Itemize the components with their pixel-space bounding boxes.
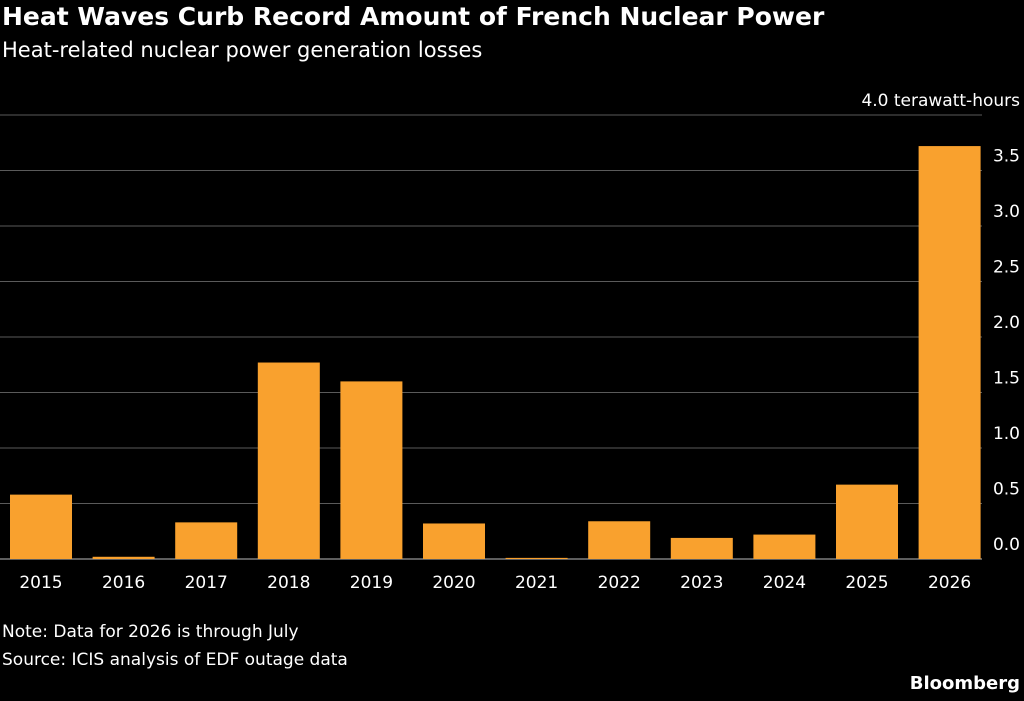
bar-2015 [10, 494, 72, 559]
y-axis-ticks: 0.0 0.5 1.0 1.5 2.0 2.5 3.0 3.5 [993, 147, 1020, 556]
bar-chart: 0.00.51.01.52.02.53.03.5 2015 2016 2017 201… [0, 91, 1020, 593]
x-tick-label: 2017 [185, 573, 228, 593]
x-tick-label: 2021 [515, 573, 558, 593]
chart-subtitle: Heat-related nuclear power generation lo… [2, 38, 483, 62]
x-tick-label: 2023 [680, 573, 723, 593]
bar-2017 [175, 522, 238, 559]
bar-2016 [92, 556, 155, 559]
bar-2025 [836, 484, 898, 559]
chart-note: Note: Data for 2026 is through July [2, 622, 299, 642]
x-tick-label: 2022 [598, 573, 641, 593]
y-axis-unit-label: 4.0 terawatt-hours [861, 91, 1020, 111]
x-tick-label: 2024 [763, 573, 806, 593]
bars [10, 146, 981, 559]
x-tick-label: 2020 [432, 573, 475, 593]
bar-2022 [588, 521, 651, 559]
bar-2023 [670, 537, 733, 559]
y-tick-label: 1.0 [993, 424, 1020, 444]
y-tick-label: 1.5 [993, 369, 1020, 389]
bar-2021 [505, 557, 568, 559]
bar-2020 [423, 523, 485, 559]
y-tick-label: 3.0 [993, 202, 1020, 222]
x-tick-label: 2018 [267, 573, 310, 593]
x-tick-label: 2026 [928, 573, 971, 593]
bloomberg-logo: Bloomberg [909, 673, 1020, 694]
chart-source: Source: ICIS analysis of EDF outage data [2, 650, 348, 670]
bar-2026 [918, 146, 981, 559]
chart-title: Heat Waves Curb Record Amount of French … [2, 2, 825, 31]
grid-lines [0, 114, 982, 560]
y-tick-label: 2.5 [993, 258, 1020, 278]
y-tick-label: 0.0 [993, 535, 1020, 555]
x-axis-ticks: 2015 2016 2017 2018 2019 2020 2021 2022 2023 2024… [19, 573, 971, 593]
x-tick-label: 2025 [845, 573, 888, 593]
x-tick-label: 2016 [102, 573, 145, 593]
y-tick-label: 0.5 [993, 480, 1020, 500]
bar-2018 [257, 362, 320, 559]
x-tick-label: 2019 [350, 573, 393, 593]
bar-2024 [753, 534, 816, 559]
x-tick-label: 2015 [19, 573, 62, 593]
y-tick-label: 3.5 [993, 147, 1020, 167]
bar-2019 [340, 381, 403, 559]
y-tick-label: 2.0 [993, 313, 1020, 333]
